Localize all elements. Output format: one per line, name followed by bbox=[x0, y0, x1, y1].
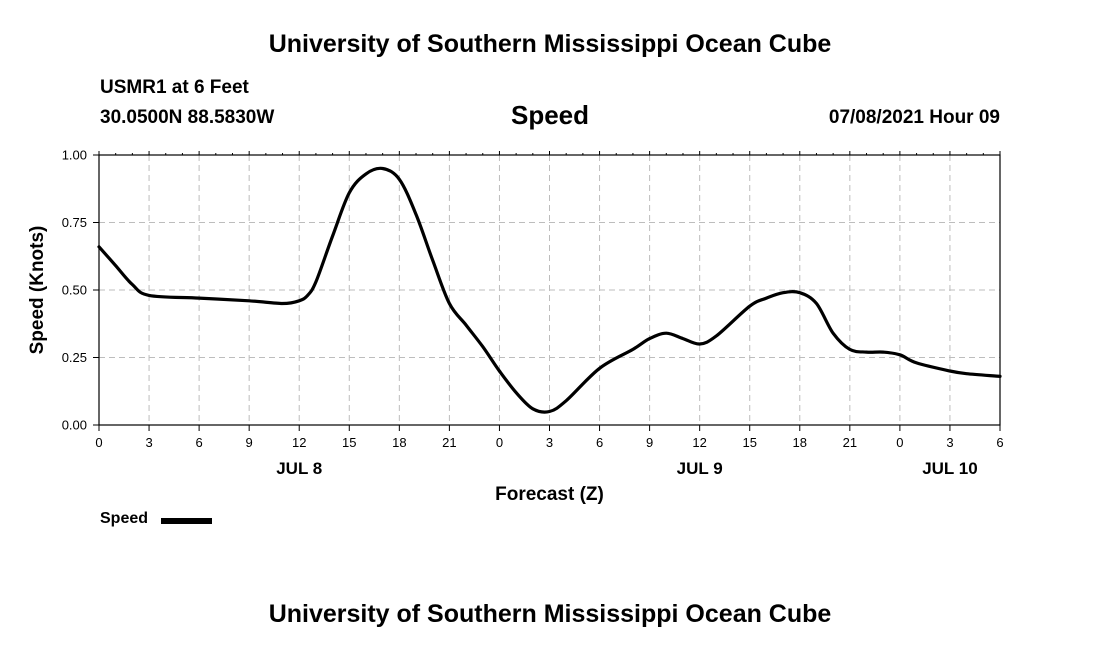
x-tick-label: 15 bbox=[742, 435, 756, 450]
x-tick-label: 3 bbox=[145, 435, 152, 450]
footer-title: University of Southern Mississippi Ocean… bbox=[268, 600, 832, 628]
chart-title: University of Southern Mississippi Ocean… bbox=[268, 30, 832, 58]
y-axis-label: Speed (Knots) bbox=[27, 226, 48, 355]
x-tick-label: 6 bbox=[996, 435, 1003, 450]
date-label: JUL 9 bbox=[677, 459, 723, 478]
x-tick-label: 18 bbox=[392, 435, 406, 450]
station-coordinates: 30.0500N 88.5830W bbox=[100, 107, 275, 128]
forecast-datetime: 07/08/2021 Hour 09 bbox=[828, 107, 1000, 128]
x-axis-label: Forecast (Z) bbox=[495, 484, 604, 505]
legend-label: Speed bbox=[100, 510, 149, 527]
x-tick-label: 12 bbox=[292, 435, 306, 450]
x-tick-label: 0 bbox=[496, 435, 503, 450]
x-tick-label: 0 bbox=[896, 435, 903, 450]
x-tick-label: 12 bbox=[692, 435, 706, 450]
y-tick-label: 0.50 bbox=[62, 283, 87, 298]
x-tick-label: 15 bbox=[342, 435, 356, 450]
x-tick-label: 0 bbox=[95, 435, 102, 450]
y-tick-label: 0.00 bbox=[62, 418, 87, 433]
station-label: USMR1 at 6 Feet bbox=[100, 77, 249, 98]
y-tick-label: 0.25 bbox=[62, 350, 87, 365]
y-tick-label: 0.75 bbox=[62, 215, 87, 230]
x-tick-label: 18 bbox=[793, 435, 807, 450]
series-line-speed bbox=[97, 166, 1002, 414]
y-tick-label: 1.00 bbox=[62, 148, 87, 163]
x-tick-label: 9 bbox=[246, 435, 253, 450]
x-tick-label: 21 bbox=[843, 435, 857, 450]
legend-swatch bbox=[161, 518, 212, 524]
parameter-label: Speed bbox=[510, 100, 590, 130]
x-tick-label: 6 bbox=[596, 435, 603, 450]
x-tick-label: 21 bbox=[442, 435, 456, 450]
x-tick-label: 6 bbox=[195, 435, 202, 450]
x-tick-label: 3 bbox=[946, 435, 953, 450]
date-label: JUL 10 bbox=[922, 459, 977, 478]
date-label: JUL 8 bbox=[276, 459, 322, 478]
x-tick-label: 3 bbox=[546, 435, 553, 450]
x-tick-label: 9 bbox=[646, 435, 653, 450]
